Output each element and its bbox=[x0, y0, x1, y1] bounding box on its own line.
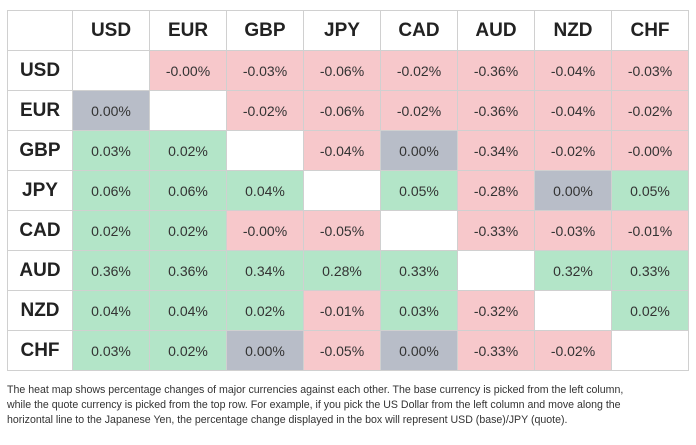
change-cell: -0.34% bbox=[457, 130, 535, 171]
change-cell: 0.03% bbox=[72, 130, 150, 171]
column-header: USD bbox=[72, 10, 150, 51]
footer-note: The heat map shows percentage changes of… bbox=[7, 383, 693, 428]
change-cell: 0.04% bbox=[72, 290, 150, 331]
change-cell: -0.36% bbox=[457, 50, 535, 91]
change-cell: -0.01% bbox=[611, 210, 689, 251]
corner-cell bbox=[7, 10, 73, 51]
change-cell: -0.05% bbox=[303, 210, 381, 251]
change-cell: -0.00% bbox=[149, 50, 227, 91]
change-cell: 0.02% bbox=[149, 330, 227, 371]
row-header: AUD bbox=[7, 250, 73, 291]
change-cell: -0.33% bbox=[457, 210, 535, 251]
change-cell: -0.05% bbox=[303, 330, 381, 371]
column-header: CHF bbox=[611, 10, 689, 51]
change-cell: -0.06% bbox=[303, 50, 381, 91]
row-header: USD bbox=[7, 50, 73, 91]
change-cell: 0.04% bbox=[226, 170, 304, 211]
change-cell: 0.02% bbox=[72, 210, 150, 251]
change-cell: -0.02% bbox=[380, 90, 458, 131]
change-cell: -0.04% bbox=[534, 90, 612, 131]
empty-cell bbox=[226, 130, 304, 171]
change-cell: 0.36% bbox=[149, 250, 227, 291]
change-cell: 0.02% bbox=[149, 210, 227, 251]
empty-cell bbox=[72, 50, 150, 91]
change-cell: -0.02% bbox=[611, 90, 689, 131]
change-cell: 0.33% bbox=[611, 250, 689, 291]
row-header: CHF bbox=[7, 330, 73, 371]
empty-cell bbox=[303, 170, 381, 211]
row: CHF 0.03% 0.02% 0.00% -0.05% 0.00% -0.33% -0.02… bbox=[7, 330, 689, 371]
row: USD -0.00% -0.03% -0.06% -0.02% -0.36% -0.04% -… bbox=[7, 50, 689, 91]
change-cell: -0.03% bbox=[226, 50, 304, 91]
row: JPY 0.06% 0.06% 0.04% 0.05% -0.28% 0.00% 0.05% bbox=[7, 170, 689, 211]
empty-cell bbox=[611, 330, 689, 371]
change-cell: -0.04% bbox=[303, 130, 381, 171]
change-cell: 0.00% bbox=[534, 170, 612, 211]
change-cell: -0.02% bbox=[534, 330, 612, 371]
change-cell: 0.03% bbox=[72, 330, 150, 371]
change-cell: -0.03% bbox=[534, 210, 612, 251]
change-cell: 0.28% bbox=[303, 250, 381, 291]
column-header: AUD bbox=[457, 10, 535, 51]
footer-line: The heat map shows percentage changes of… bbox=[7, 384, 624, 396]
change-cell: 0.02% bbox=[226, 290, 304, 331]
row: CAD 0.02% 0.02% -0.00% -0.05% -0.33% -0.03% -0.… bbox=[7, 210, 689, 251]
change-cell: -0.02% bbox=[226, 90, 304, 131]
change-cell: -0.00% bbox=[226, 210, 304, 251]
change-cell: 0.00% bbox=[72, 90, 150, 131]
change-cell: 0.34% bbox=[226, 250, 304, 291]
change-cell: 0.00% bbox=[380, 130, 458, 171]
header-row: USD EUR GBP JPY CAD AUD NZD CHF bbox=[7, 10, 689, 51]
row-header: NZD bbox=[7, 290, 73, 331]
change-cell: 0.05% bbox=[380, 170, 458, 211]
empty-cell bbox=[380, 210, 458, 251]
change-cell: -0.02% bbox=[534, 130, 612, 171]
column-header: GBP bbox=[226, 10, 304, 51]
change-cell: 0.00% bbox=[226, 330, 304, 371]
change-cell: -0.33% bbox=[457, 330, 535, 371]
change-cell: 0.06% bbox=[72, 170, 150, 211]
heat-map-table: USD EUR GBP JPY CAD AUD NZD CHF USD -0.00% -0.03% -… bbox=[7, 10, 689, 371]
change-cell: 0.04% bbox=[149, 290, 227, 331]
empty-cell bbox=[149, 90, 227, 131]
change-cell: -0.28% bbox=[457, 170, 535, 211]
change-cell: 0.00% bbox=[380, 330, 458, 371]
change-cell: -0.32% bbox=[457, 290, 535, 331]
change-cell: -0.02% bbox=[380, 50, 458, 91]
change-cell: 0.05% bbox=[611, 170, 689, 211]
empty-cell bbox=[457, 250, 535, 291]
row: EUR 0.00% -0.02% -0.06% -0.02% -0.36% -0.04% -0… bbox=[7, 90, 689, 131]
column-header: CAD bbox=[380, 10, 458, 51]
footer-line: horizontal line to the Japanese Yen, the… bbox=[7, 414, 568, 426]
row-header: GBP bbox=[7, 130, 73, 171]
change-cell: -0.06% bbox=[303, 90, 381, 131]
row: AUD 0.36% 0.36% 0.34% 0.28% 0.33% 0.32% 0.33% bbox=[7, 250, 689, 291]
change-cell: 0.06% bbox=[149, 170, 227, 211]
row-header: CAD bbox=[7, 210, 73, 251]
column-header: EUR bbox=[149, 10, 227, 51]
change-cell: 0.36% bbox=[72, 250, 150, 291]
change-cell: -0.00% bbox=[611, 130, 689, 171]
row: NZD 0.04% 0.04% 0.02% -0.01% 0.03% -0.32% 0.02% bbox=[7, 290, 689, 331]
change-cell: -0.04% bbox=[534, 50, 612, 91]
change-cell: 0.33% bbox=[380, 250, 458, 291]
column-header: NZD bbox=[534, 10, 612, 51]
column-header: JPY bbox=[303, 10, 381, 51]
row-header: EUR bbox=[7, 90, 73, 131]
change-cell: 0.02% bbox=[149, 130, 227, 171]
change-cell: -0.01% bbox=[303, 290, 381, 331]
change-cell: -0.03% bbox=[611, 50, 689, 91]
empty-cell bbox=[534, 290, 612, 331]
change-cell: 0.03% bbox=[380, 290, 458, 331]
change-cell: 0.32% bbox=[534, 250, 612, 291]
change-cell: 0.02% bbox=[611, 290, 689, 331]
row-header: JPY bbox=[7, 170, 73, 211]
change-cell: -0.36% bbox=[457, 90, 535, 131]
row: GBP 0.03% 0.02% -0.04% 0.00% -0.34% -0.02% -0.0… bbox=[7, 130, 689, 171]
footer-line: while the quote currency is picked from … bbox=[7, 399, 621, 411]
